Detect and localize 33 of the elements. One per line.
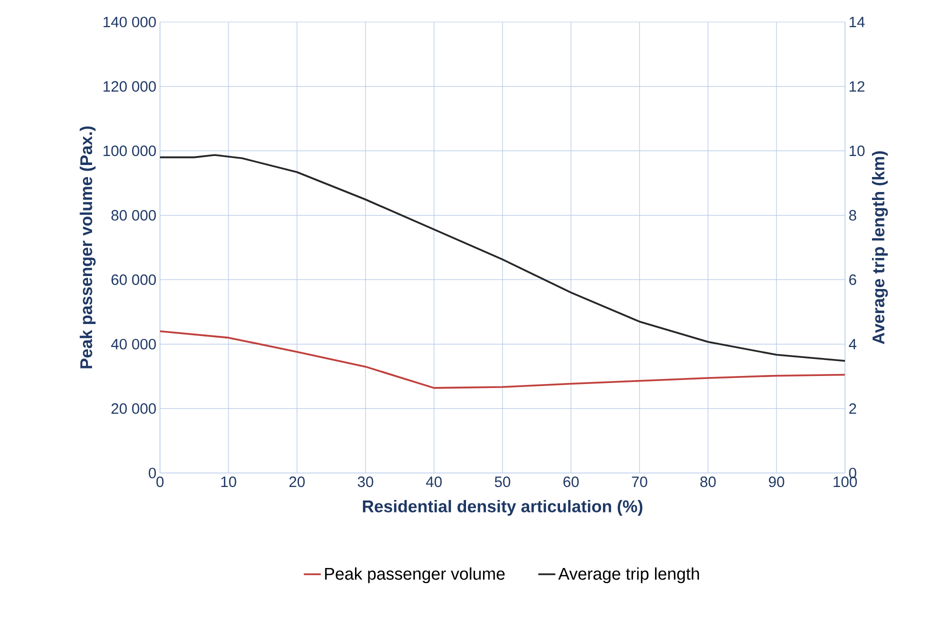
line-series: [160, 330, 846, 389]
x-tick-label: 0: [156, 476, 164, 488]
x-tick-label: 40: [426, 476, 442, 488]
y-tick-label: 40 000: [111, 338, 156, 350]
y2-tick-label: 4: [848, 339, 856, 350]
y-tick-label: 80 000: [111, 210, 156, 221]
x-tick-label: 70: [632, 476, 648, 488]
x-tick-label: 60: [563, 476, 579, 488]
y-tick-label: 140 000: [104, 16, 156, 28]
y-tick-label: 120 000: [104, 81, 156, 92]
y-axis-title: Peak passenger volume (Pax.): [80, 126, 96, 368]
x-tick-label: 50: [494, 476, 510, 488]
x-tick-label: 10: [221, 476, 236, 488]
y2-tick-label: 6: [849, 274, 856, 285]
y2-tick-label: 10: [850, 146, 865, 156]
x-tick-label: 90: [768, 476, 784, 488]
y2-tick-label: 14: [850, 16, 865, 28]
y-tick-label: 60 000: [112, 274, 156, 285]
line-series: [160, 154, 846, 362]
x-tick-label: 80: [700, 476, 716, 488]
y-tick-label: 100 000: [104, 146, 156, 156]
y2-tick-label: 8: [849, 210, 856, 221]
x-axis-title: Residential density articulation (%): [362, 500, 642, 516]
x-tick-label: 30: [358, 476, 374, 488]
y2-axis-title: Average trip length (km): [872, 151, 888, 344]
legend-label: Average trip length: [558, 567, 699, 584]
y2-tick-label: 12: [850, 81, 864, 92]
y-tick-label: 20 000: [112, 403, 156, 414]
x-tick-label: 100: [834, 476, 857, 488]
y2-tick-label: 2: [849, 403, 856, 414]
y-tick-label: 0: [148, 468, 156, 478]
x-tick-label: 20: [289, 476, 305, 488]
legend-label: Peak passenger volume: [325, 567, 505, 584]
